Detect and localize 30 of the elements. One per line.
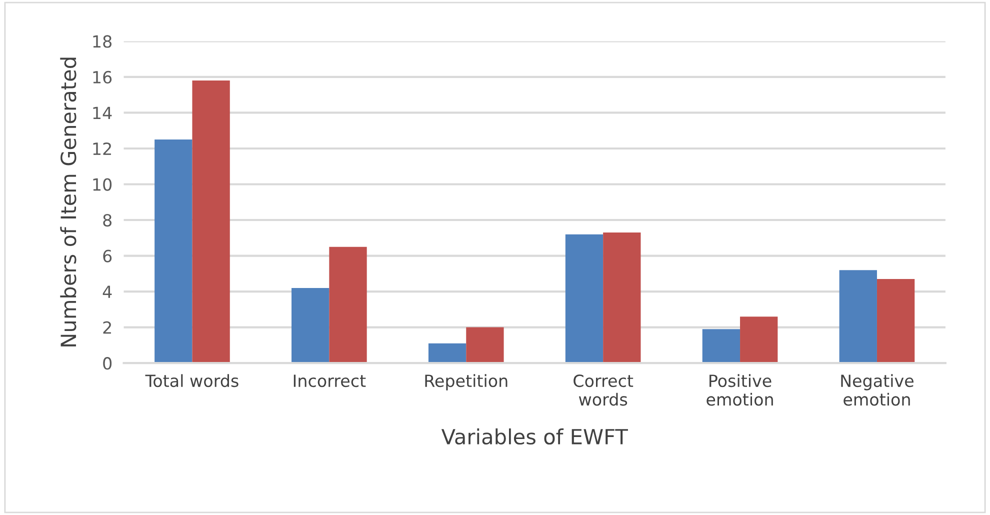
x-axis-title: Variables of EWFT [441,428,628,445]
bar [740,316,778,364]
bar [466,327,504,364]
x-tick-label: Correct words [574,374,634,406]
x-tick-label: Negative emotion [841,374,914,406]
y-tick-label: 6 [103,250,112,262]
y-tick-label: 8 [103,214,112,227]
x-tick-label: Positive emotion [706,374,773,406]
x-tick-label: Incorrect [294,374,366,388]
y-tick-label: 10 [93,178,112,191]
bar [603,232,641,364]
y-tick-label: 0 [103,357,112,370]
x-tick-label: Repetition [425,374,508,390]
bar [876,279,915,364]
bar [292,288,330,364]
bar [154,140,192,364]
y-tick-label: 14 [93,106,112,120]
bar [702,329,740,364]
bar [192,80,230,364]
y-tick-label: 4 [102,286,112,298]
bar [428,343,466,364]
y-tick-label: 18 [93,35,112,48]
bar [839,270,877,364]
y-tick-label: 12 [93,142,111,155]
bar [329,246,367,364]
y-tick-label: 2 [103,321,111,334]
y-tick-label: 16 [93,70,112,84]
y-axis-title: Numbers of Item Generated [60,58,76,346]
x-tick-label: Total words [145,374,238,388]
bar [565,234,604,364]
